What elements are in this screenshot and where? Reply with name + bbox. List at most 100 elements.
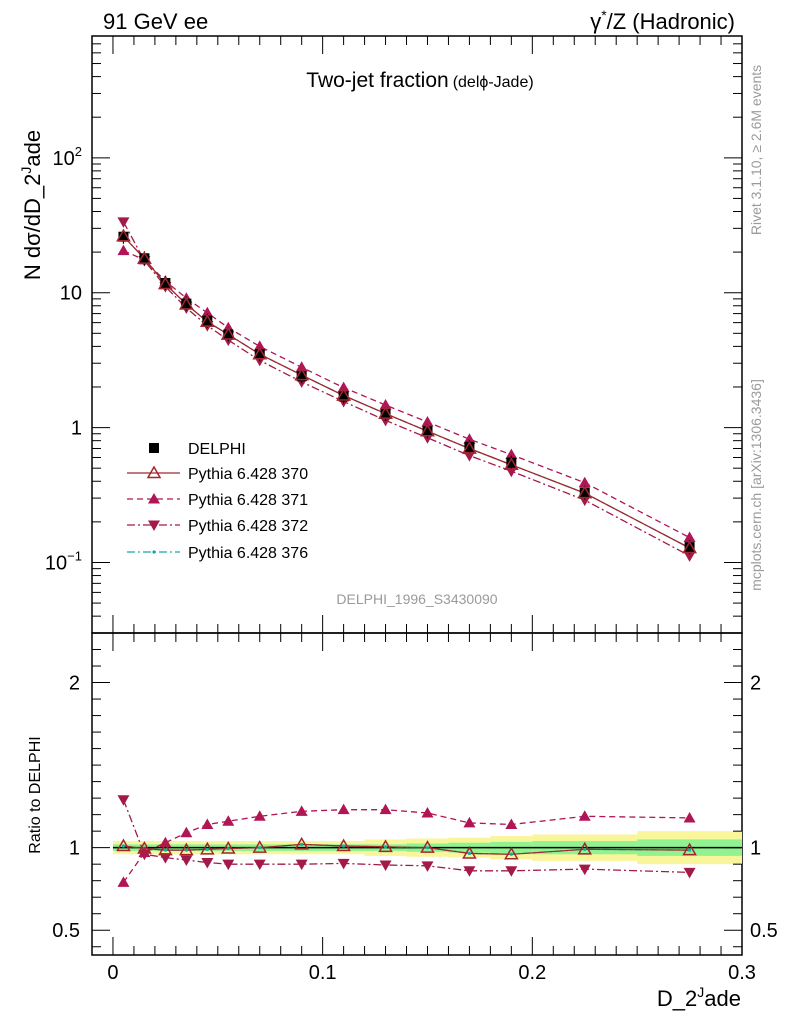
point-pythia-370-overlay — [179, 296, 194, 310]
ratio-point-pythia-6-428-370 — [420, 840, 435, 853]
x-axis-label: D_2Jade — [657, 984, 741, 1011]
point-pythia-6-428-371 — [253, 340, 266, 351]
ratio-point-pythia-6-428-372 — [201, 858, 214, 869]
ratio-point-pythia-6-428-372 — [379, 860, 392, 872]
ratio-plot-area — [112, 795, 742, 887]
y-axis-label-ratio: Ratio to DELPHI — [27, 736, 44, 853]
legend-label: Pythia 6.428 370 — [188, 466, 308, 483]
ratio-point-pythia-6-428-372 — [578, 864, 591, 876]
ratio-point-pythia-6-428-376 — [425, 846, 430, 850]
ratio-point-pythia-6-428-371 — [180, 826, 193, 838]
ratio-point-pythia-6-428-370 — [378, 839, 393, 853]
ratio-point-pythia-6-428-376 — [583, 847, 587, 851]
main-plot-area — [116, 217, 697, 562]
point-pythia-370-overlay — [252, 346, 268, 360]
ratio-y-tick-label-left: 1 — [69, 838, 80, 860]
ratio-point-pythia-6-428-372 — [463, 866, 476, 877]
ratio-point-pythia-6-428-370 — [137, 840, 152, 854]
ratio-point-pythia-6-428-376 — [383, 845, 388, 849]
ratio-y-tick-label-left: 0.5 — [52, 920, 80, 942]
legend-label: DELPHI — [188, 441, 246, 458]
ratio-point-pythia-6-428-372 — [117, 795, 130, 806]
plot-title: Two-jet fraction (delϕ-Jade) — [306, 69, 533, 92]
point-pythia-370-overlay — [420, 423, 435, 437]
data-point-delphi — [422, 426, 433, 437]
data-point-delphi — [254, 349, 265, 360]
ratio-point-pythia-6-428-376 — [205, 847, 209, 851]
ratio-point-pythia-6-428-372 — [683, 867, 696, 879]
analysis-id-label: DELPHI_1996_S3430090 — [336, 591, 497, 607]
point-pythia-6-428-371 — [379, 399, 392, 410]
main-axes: 10−1 1 10 102 — [45, 35, 743, 634]
x-tick-label: 0.2 — [518, 962, 546, 984]
point-pythia-370-overlay — [336, 387, 351, 401]
y-tick-label: 10 — [60, 283, 82, 305]
point-pythia-370-overlay — [577, 485, 593, 499]
data-point-delphi — [338, 391, 349, 402]
point-pythia-6-428-371 — [683, 531, 696, 543]
ratio-point-pythia-6-428-376 — [163, 848, 167, 852]
ratio-panel: 0.5 0.5 1 1 2 2 0 0.1 0.2 0.3 — [52, 632, 778, 984]
ratio-line-pythia-6-428-372 — [122, 799, 690, 874]
legend-marker — [152, 550, 156, 554]
point-pythia-6-428-372 — [117, 217, 130, 228]
ratio-axes: 0.5 0.5 1 1 2 2 0 0.1 0.2 0.3 — [52, 633, 778, 984]
point-pythia-6-428-371 — [578, 476, 591, 488]
x-tick-label: 0.1 — [309, 962, 337, 984]
point-pythia-370-overlay — [158, 276, 173, 290]
ratio-y-tick-label-left: 2 — [69, 673, 80, 695]
ratio-point-pythia-6-428-376 — [226, 846, 230, 851]
point-pythia-6-428-371 — [201, 306, 214, 318]
header-right: γ*/Z (Hadronic) — [590, 7, 735, 34]
ratio-point-pythia-6-428-372 — [253, 859, 266, 871]
ratio-point-pythia-6-428-370 — [504, 846, 519, 860]
point-pythia-6-428-371 — [117, 244, 130, 256]
ratio-point-pythia-6-428-370 — [116, 838, 131, 852]
ratio-point-pythia-6-428-371 — [505, 818, 518, 830]
ratio-point-pythia-6-428-370 — [158, 842, 173, 856]
ratio-point-pythia-6-428-371 — [463, 816, 476, 828]
ratio-point-pythia-6-428-371 — [222, 815, 235, 826]
legend-label: Pythia 6.428 371 — [188, 492, 308, 509]
point-pythia-370-overlay — [200, 314, 215, 327]
ratio-point-pythia-6-428-371 — [201, 818, 214, 830]
data-point-delphi — [160, 278, 171, 289]
ratio-point-pythia-6-428-372 — [337, 858, 350, 870]
point-pythia-370-overlay — [504, 457, 519, 471]
rivet-version-label: Rivet 3.1.10, ≥ 2.6M events — [748, 65, 764, 235]
main-frame — [91, 35, 743, 634]
data-point-delphi — [139, 253, 150, 264]
ratio-point-pythia-6-428-376 — [258, 846, 262, 850]
ratio-point-pythia-6-428-376 — [687, 848, 692, 852]
main-panel: 10−1 1 10 102 Two-jet fraction (delϕ-Jade) D… — [45, 35, 743, 634]
y-tick-label: 102 — [53, 144, 82, 170]
ratio-point-pythia-6-428-372 — [180, 855, 193, 867]
point-pythia-6-428-371 — [295, 361, 308, 372]
ratio-point-pythia-6-428-371 — [337, 803, 350, 815]
ratio-point-pythia-6-428-370 — [336, 838, 351, 852]
ratio-point-pythia-6-428-372 — [421, 861, 434, 872]
legend-label: Pythia 6.428 376 — [188, 545, 308, 562]
data-point-delphi — [202, 315, 213, 326]
legend-marker — [146, 465, 162, 479]
legend-label: Pythia 6.428 372 — [188, 518, 308, 535]
header-left: 91 GeV ee — [103, 9, 208, 34]
ratio-point-pythia-6-428-372 — [222, 859, 235, 871]
ratio-point-pythia-6-428-371 — [578, 810, 591, 821]
data-point-delphi — [223, 329, 234, 340]
ratio-point-pythia-6-428-371 — [295, 805, 308, 816]
point-pythia-6-428-371 — [505, 448, 518, 460]
ratio-point-pythia-6-428-371 — [379, 803, 392, 815]
ratio-y-tick-label-right: 1 — [750, 838, 761, 860]
ratio-point-pythia-6-428-372 — [505, 866, 518, 877]
ratio-frame — [91, 632, 743, 956]
ratio-point-pythia-6-428-371 — [159, 836, 172, 848]
ratio-point-pythia-6-428-372 — [295, 859, 308, 871]
ratio-y-tick-label-right: 2 — [750, 673, 761, 695]
point-pythia-370-overlay — [682, 540, 697, 554]
ratio-point-pythia-6-428-370 — [462, 845, 477, 859]
point-pythia-6-428-371 — [337, 381, 350, 393]
mcplots-label: mcplots.cern.ch [arXiv:1306.3436] — [748, 379, 764, 591]
ratio-point-pythia-6-428-370 — [179, 842, 194, 856]
